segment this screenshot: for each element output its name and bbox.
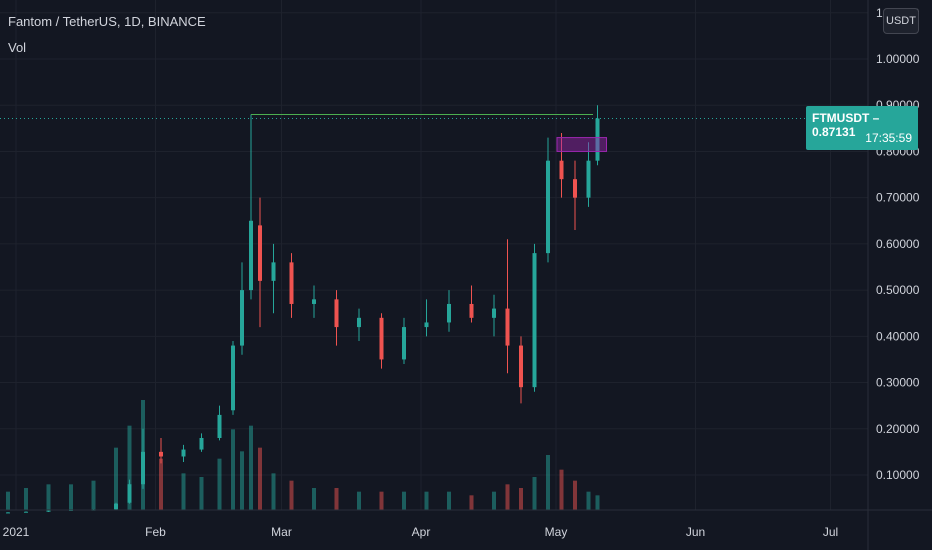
price-tag-line: FTMUSDT – 0.87131	[812, 111, 918, 139]
candle-body	[379, 317, 384, 360]
volume-bar	[586, 491, 591, 510]
candle-body	[217, 414, 222, 439]
annotations	[0, 113, 868, 152]
volume-bar	[6, 491, 10, 510]
y-tick-label: 0.70000	[876, 191, 920, 205]
volume-bar	[240, 451, 244, 510]
price-tag-symbol: FTMUSDT	[812, 111, 870, 125]
volume-bar	[249, 425, 253, 510]
y-tick-label: 0.30000	[876, 376, 920, 390]
volume-bar	[46, 484, 51, 510]
volume-bar	[357, 491, 361, 510]
candle-body	[357, 317, 361, 328]
volume-bar	[127, 425, 132, 510]
volume-bar	[231, 429, 235, 510]
price-tag-value: 0.87131	[812, 125, 856, 139]
x-tick-label: May	[545, 525, 568, 539]
candles	[6, 105, 600, 514]
candle-body	[559, 160, 564, 180]
candle-body	[532, 253, 537, 388]
volume-bar	[114, 447, 118, 510]
y-tick-label: 1.00000	[876, 52, 920, 66]
candle-body	[6, 512, 10, 514]
candle-body	[249, 220, 253, 291]
candle-body	[586, 160, 591, 198]
volume-legend: Vol	[8, 40, 27, 55]
y-tick-label: 0.50000	[876, 283, 920, 297]
candle-body	[46, 510, 51, 512]
volume-bar	[217, 458, 222, 510]
candle-body	[24, 511, 28, 513]
volume-bar	[379, 491, 384, 510]
volume-bar	[312, 488, 316, 510]
candle-body	[469, 303, 474, 318]
volume-bar	[519, 488, 523, 510]
grid	[0, 0, 868, 510]
volume-bar	[447, 491, 451, 510]
x-tick-label: Mar	[271, 525, 292, 539]
volume-bar	[595, 495, 600, 510]
x-tick-label: Jun	[686, 525, 705, 539]
candle-body	[258, 225, 262, 281]
volume-bar	[181, 473, 186, 510]
candle-body	[289, 262, 294, 304]
candle-body	[141, 451, 145, 485]
candle-body	[127, 484, 132, 503]
volume-bar	[469, 495, 474, 510]
candle-body	[424, 322, 429, 328]
volume-bar	[69, 484, 73, 510]
currency-button[interactable]: USDT	[883, 8, 919, 34]
candle-body	[181, 449, 186, 457]
y-tick-label: 0.20000	[876, 422, 920, 436]
volume-bar	[24, 488, 28, 510]
candle-body	[505, 308, 510, 346]
volume-bar	[258, 447, 262, 510]
volume-bar	[559, 469, 564, 510]
x-tick-label: Jul	[823, 525, 838, 539]
candle-body	[402, 327, 406, 360]
volume-bar	[402, 491, 406, 510]
x-tick-label: 2021	[3, 525, 30, 539]
volume-bar	[289, 480, 294, 510]
volume-bar	[424, 491, 429, 510]
y-tick-label: 0.10000	[876, 468, 920, 482]
volume-bar	[334, 488, 339, 510]
volume-bar	[532, 477, 537, 510]
candle-body	[519, 345, 523, 388]
candle-body	[199, 438, 204, 450]
volume-bar	[199, 477, 204, 510]
last-price-tag: FTMUSDT – 0.87131 17:35:59	[806, 106, 918, 150]
candle-body	[546, 160, 550, 254]
volume-bar	[546, 455, 550, 510]
price-tag-separator: –	[872, 111, 880, 125]
candle-body	[573, 179, 577, 198]
candle-body	[159, 451, 163, 457]
candle-body	[312, 299, 316, 304]
candle-body	[271, 262, 276, 281]
candle-body	[595, 118, 600, 161]
x-tick-label: Feb	[145, 525, 166, 539]
highlight-box	[556, 137, 607, 152]
candle-body	[492, 308, 496, 318]
volume-bar	[271, 473, 276, 510]
x-tick-label: Apr	[412, 525, 431, 539]
legend-title: Fantom / TetherUS, 1D, BINANCE	[8, 14, 206, 29]
y-tick-label: 0.40000	[876, 329, 920, 343]
candle-body	[447, 303, 451, 323]
volume-bar	[91, 480, 96, 510]
candle-body	[231, 345, 235, 411]
volume-bar	[492, 491, 496, 510]
y-tick-label: 0.60000	[876, 237, 920, 251]
candle-body	[334, 299, 339, 328]
price-tag-countdown: 17:35:59	[865, 131, 912, 145]
volume-bar	[159, 458, 163, 510]
volume-bar	[505, 484, 510, 510]
volume-bar	[573, 480, 577, 510]
candle-body	[240, 290, 244, 346]
candle-body	[114, 503, 118, 510]
volume-bars	[6, 400, 600, 510]
